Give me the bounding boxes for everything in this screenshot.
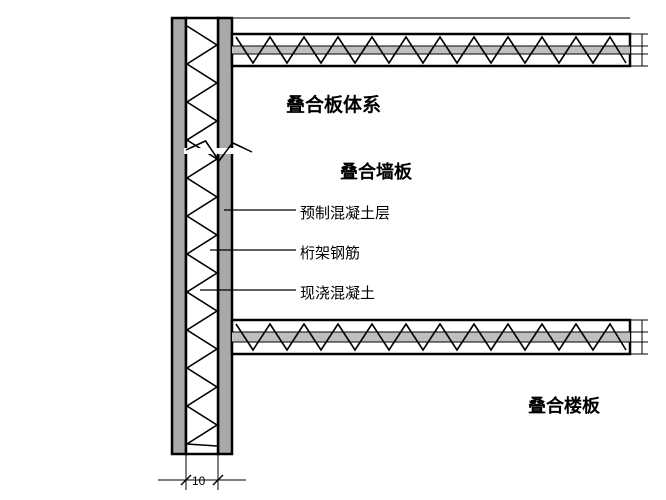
label-system-title: 叠合板体系: [286, 90, 381, 117]
label-floor-title: 叠合楼板: [528, 392, 600, 418]
dim-value: 10: [192, 474, 205, 488]
label-truss: 桁架钢筋: [300, 242, 360, 263]
label-wall-title: 叠合墙板: [340, 158, 412, 184]
label-precast: 预制混凝土层: [300, 202, 390, 223]
diagram-canvas: 叠合板体系 叠合墙板 预制混凝土层 桁架钢筋 现浇混凝土 叠合楼板 10: [0, 0, 666, 500]
label-cast: 现浇混凝土: [300, 282, 375, 303]
